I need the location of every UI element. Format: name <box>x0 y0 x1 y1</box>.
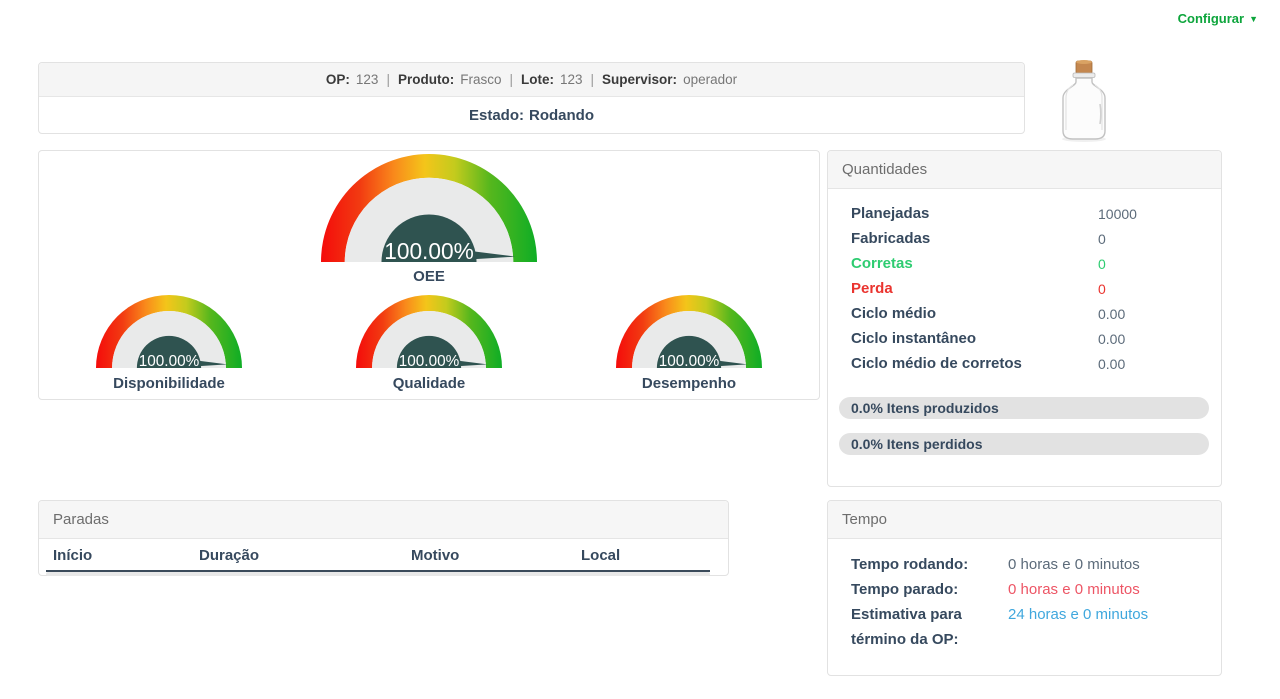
qty-label: Planejadas <box>851 205 930 222</box>
qualidade-gauge-label: Qualidade <box>392 375 466 392</box>
qty-row-perda: Perda 0 <box>851 276 1221 301</box>
small-gauges-row: 100.00% Disponibilidade <box>39 295 819 392</box>
gauge-chart: 100.00% <box>356 295 502 368</box>
progress-bar-produzidos: 0.0% Itens produzidos <box>839 397 1209 419</box>
gauge-chart: 100.00% <box>321 154 537 262</box>
lote-label: Lote: <box>520 72 554 87</box>
column-header-duracao: Duração <box>199 547 260 564</box>
qty-label: Perda <box>851 280 893 297</box>
progress-bars: 0.0% Itens produzidos 0.0% Itens perdido… <box>828 397 1221 455</box>
gauges-panel: 100.00% OEE <box>38 150 820 400</box>
supervisor-value: operador <box>683 72 738 87</box>
qty-row-ciclo-medio: Ciclo médio 0.00 <box>851 301 1221 326</box>
disponibilidade-gauge-label: Disponibilidade <box>113 375 225 392</box>
desempenho-gauge: 100.00% Desempenho <box>616 295 762 392</box>
progress-bar-perdidos: 0.0% Itens perdidos <box>839 433 1209 455</box>
qty-value: 0.00 <box>1098 355 1126 372</box>
op-info-panel: OP: 123 | Produto: Frasco | Lote: 123 | … <box>38 62 1025 134</box>
tempo-row-estimativa: Estimativa para término da OP: 24 horas … <box>851 602 1221 652</box>
supervisor-label: Supervisor: <box>602 72 678 87</box>
tempo-panel: Tempo Tempo rodando: 0 horas e 0 minutos… <box>827 500 1222 676</box>
qty-value: 0 <box>1098 230 1106 247</box>
qty-row-ciclo-medio-corretos: Ciclo médio de corretos 0.00 <box>851 351 1221 376</box>
estado-value: Rodando <box>529 107 594 124</box>
qty-row-corretas: Corretas 0 <box>851 251 1221 276</box>
lote-value: 123 <box>559 72 583 87</box>
qty-label: Corretas <box>851 255 913 272</box>
disponibilidade-gauge-value: 100.00% <box>139 353 200 368</box>
quantidades-panel: Quantidades Planejadas 10000 Fabricadas … <box>827 150 1222 487</box>
oee-gauge: 100.00% OEE <box>321 154 537 285</box>
tempo-label: Estimativa para término da OP: <box>851 606 962 648</box>
qty-label: Fabricadas <box>851 230 931 247</box>
oee-gauge-value: 100.00% <box>384 238 474 262</box>
quantidades-rows: Planejadas 10000 Fabricadas 0 Corretas 0… <box>828 189 1221 376</box>
column-header-local: Local <box>581 547 621 564</box>
qty-value: 10000 <box>1098 205 1137 222</box>
qty-label: Ciclo médio <box>851 305 937 322</box>
paradas-panel: Paradas Início Duração Motivo Local <box>38 500 729 576</box>
product-bottle-image <box>1048 58 1120 149</box>
estado-label: Estado: <box>468 107 524 124</box>
estado-row: Estado: Rodando <box>39 97 1024 134</box>
qty-value: 0 <box>1098 255 1106 272</box>
quantidades-title: Quantidades <box>828 151 1221 189</box>
tempo-value: 0 horas e 0 minutos <box>1008 556 1140 573</box>
separator: | <box>386 72 390 87</box>
op-value: 123 <box>355 72 379 87</box>
qty-label: Ciclo instantâneo <box>851 330 977 347</box>
op-info-row: OP: 123 | Produto: Frasco | Lote: 123 | … <box>39 63 1024 97</box>
desempenho-gauge-value: 100.00% <box>659 353 720 368</box>
qty-label: Ciclo médio de corretos <box>851 355 1022 372</box>
qty-row-ciclo-instantaneo: Ciclo instantâneo 0.00 <box>851 326 1221 351</box>
gauge-chart: 100.00% <box>616 295 762 368</box>
qualidade-gauge: 100.00% Qualidade <box>356 295 502 392</box>
produto-value: Frasco <box>460 72 502 87</box>
tempo-value: 0 horas e 0 minutos <box>1008 581 1140 598</box>
qty-value: 0.00 <box>1098 330 1126 347</box>
tempo-label: Tempo parado: <box>851 581 959 598</box>
separator: | <box>509 72 513 87</box>
desempenho-gauge-label: Desempenho <box>641 375 737 392</box>
oee-gauge-label: OEE <box>413 268 445 285</box>
column-header-inicio: Início <box>53 547 93 564</box>
tempo-row-rodando: Tempo rodando: 0 horas e 0 minutos <box>851 552 1221 577</box>
qty-value: 0 <box>1098 280 1106 297</box>
tempo-row-parado: Tempo parado: 0 horas e 0 minutos <box>851 577 1221 602</box>
paradas-title: Paradas <box>39 501 728 539</box>
qty-row-fabricadas: Fabricadas 0 <box>851 226 1221 251</box>
gauge-chart: 100.00% <box>96 295 242 368</box>
disponibilidade-gauge: 100.00% Disponibilidade <box>96 295 242 392</box>
column-header-motivo: Motivo <box>411 547 460 564</box>
paradas-table-header: Início Duração Motivo Local <box>46 539 710 572</box>
tempo-label: Tempo rodando: <box>851 556 969 573</box>
configurar-menu[interactable]: Configurar ▼ <box>1178 11 1258 26</box>
tempo-title: Tempo <box>828 501 1221 539</box>
paradas-empty-body <box>46 572 710 576</box>
qty-value: 0.00 <box>1098 305 1126 322</box>
qualidade-gauge-value: 100.00% <box>399 353 460 368</box>
tempo-value: 24 horas e 0 minutos <box>1008 606 1149 623</box>
produto-label: Produto: <box>397 72 455 87</box>
tempo-rows: Tempo rodando: 0 horas e 0 minutos Tempo… <box>828 539 1221 652</box>
separator: | <box>590 72 595 87</box>
configurar-label: Configurar <box>1177 11 1245 26</box>
chevron-down-icon: ▼ <box>1249 13 1258 24</box>
qty-row-planejadas: Planejadas 10000 <box>851 201 1221 226</box>
op-label: OP: <box>325 72 350 87</box>
